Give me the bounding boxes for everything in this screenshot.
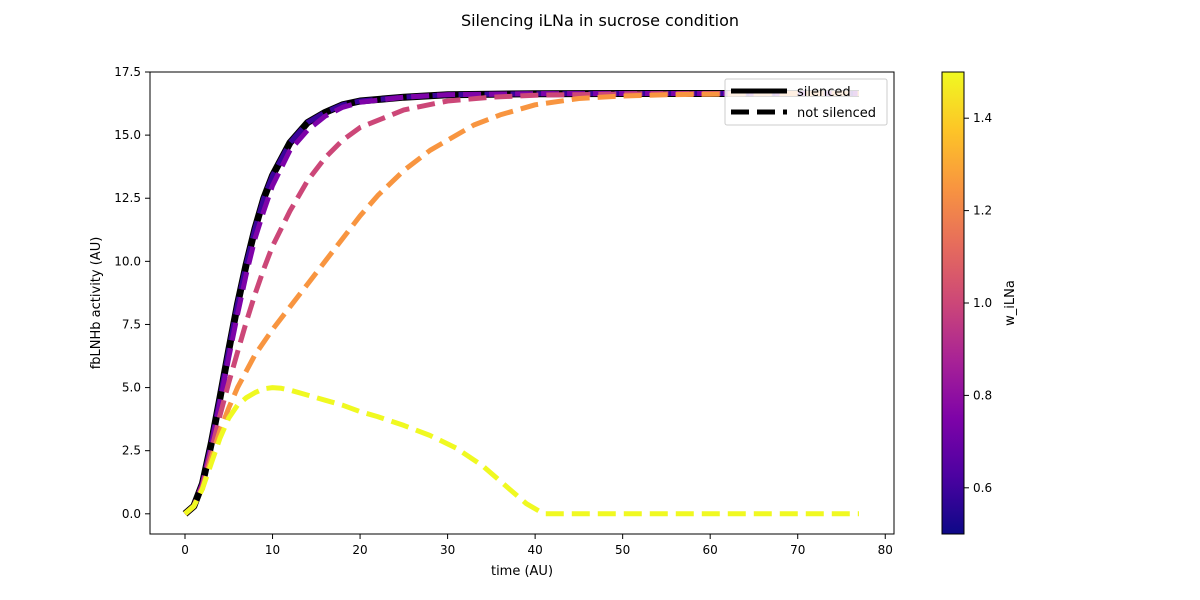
y-tick-label: 15.0: [114, 128, 141, 142]
x-tick-label: 70: [790, 543, 805, 557]
colorbar-tick-label: 1.4: [973, 111, 992, 125]
legend-label-not-silenced: not silenced: [797, 106, 876, 121]
chart-title: Silencing iLNa in sucrose condition: [461, 11, 739, 30]
plot-border: [149, 71, 895, 535]
series-line-w-1.25: [183, 91, 859, 516]
x-tick-label: 50: [615, 543, 630, 557]
legend: silenced not silenced: [724, 78, 888, 126]
legend-label-silenced: silenced: [797, 85, 851, 100]
y-tick-label: 2.5: [122, 444, 141, 458]
y-tick-label: 7.5: [122, 317, 141, 331]
x-tick-label: 10: [265, 543, 280, 557]
colorbar-gradient: [941, 71, 965, 535]
colorbar-label: w_iLNa: [1003, 280, 1018, 326]
x-tick-label: 80: [878, 543, 893, 557]
x-axis-label: time (AU): [491, 564, 553, 579]
colorbar-tick-label: 0.6: [973, 481, 992, 495]
y-tick-label: 5.0: [122, 381, 141, 395]
y-tick-label: 10.0: [114, 254, 141, 268]
y-tick-label: 12.5: [114, 191, 141, 205]
plot-area: 0 10 20 30 40 50 60 70 80 0.0 2.5 5.0 7.5 10.0 12.5 15…: [114, 65, 895, 557]
colorbar: 0.6 0.8 1.0 1.2 1.4 w_iLNa: [941, 71, 1018, 535]
y-axis-label: fbLNHb activity (AU): [89, 237, 104, 370]
colorbar-tick-label: 1.0: [973, 296, 992, 310]
colorbar-tick-label: 0.8: [973, 388, 992, 402]
colorbar-tick-label: 1.2: [973, 204, 992, 218]
x-tick-label: 40: [527, 543, 542, 557]
series-line-w-1.5: [183, 385, 859, 517]
x-tick-label: 60: [703, 543, 718, 557]
plot-frame: [150, 72, 894, 534]
y-tick-label: 17.5: [114, 65, 141, 79]
x-tick-label: 0: [181, 543, 189, 557]
x-tick-label: 30: [440, 543, 455, 557]
y-tick-label: 0.0: [122, 507, 141, 521]
series-line-w-1: [183, 91, 859, 516]
x-tick-label: 20: [352, 543, 367, 557]
